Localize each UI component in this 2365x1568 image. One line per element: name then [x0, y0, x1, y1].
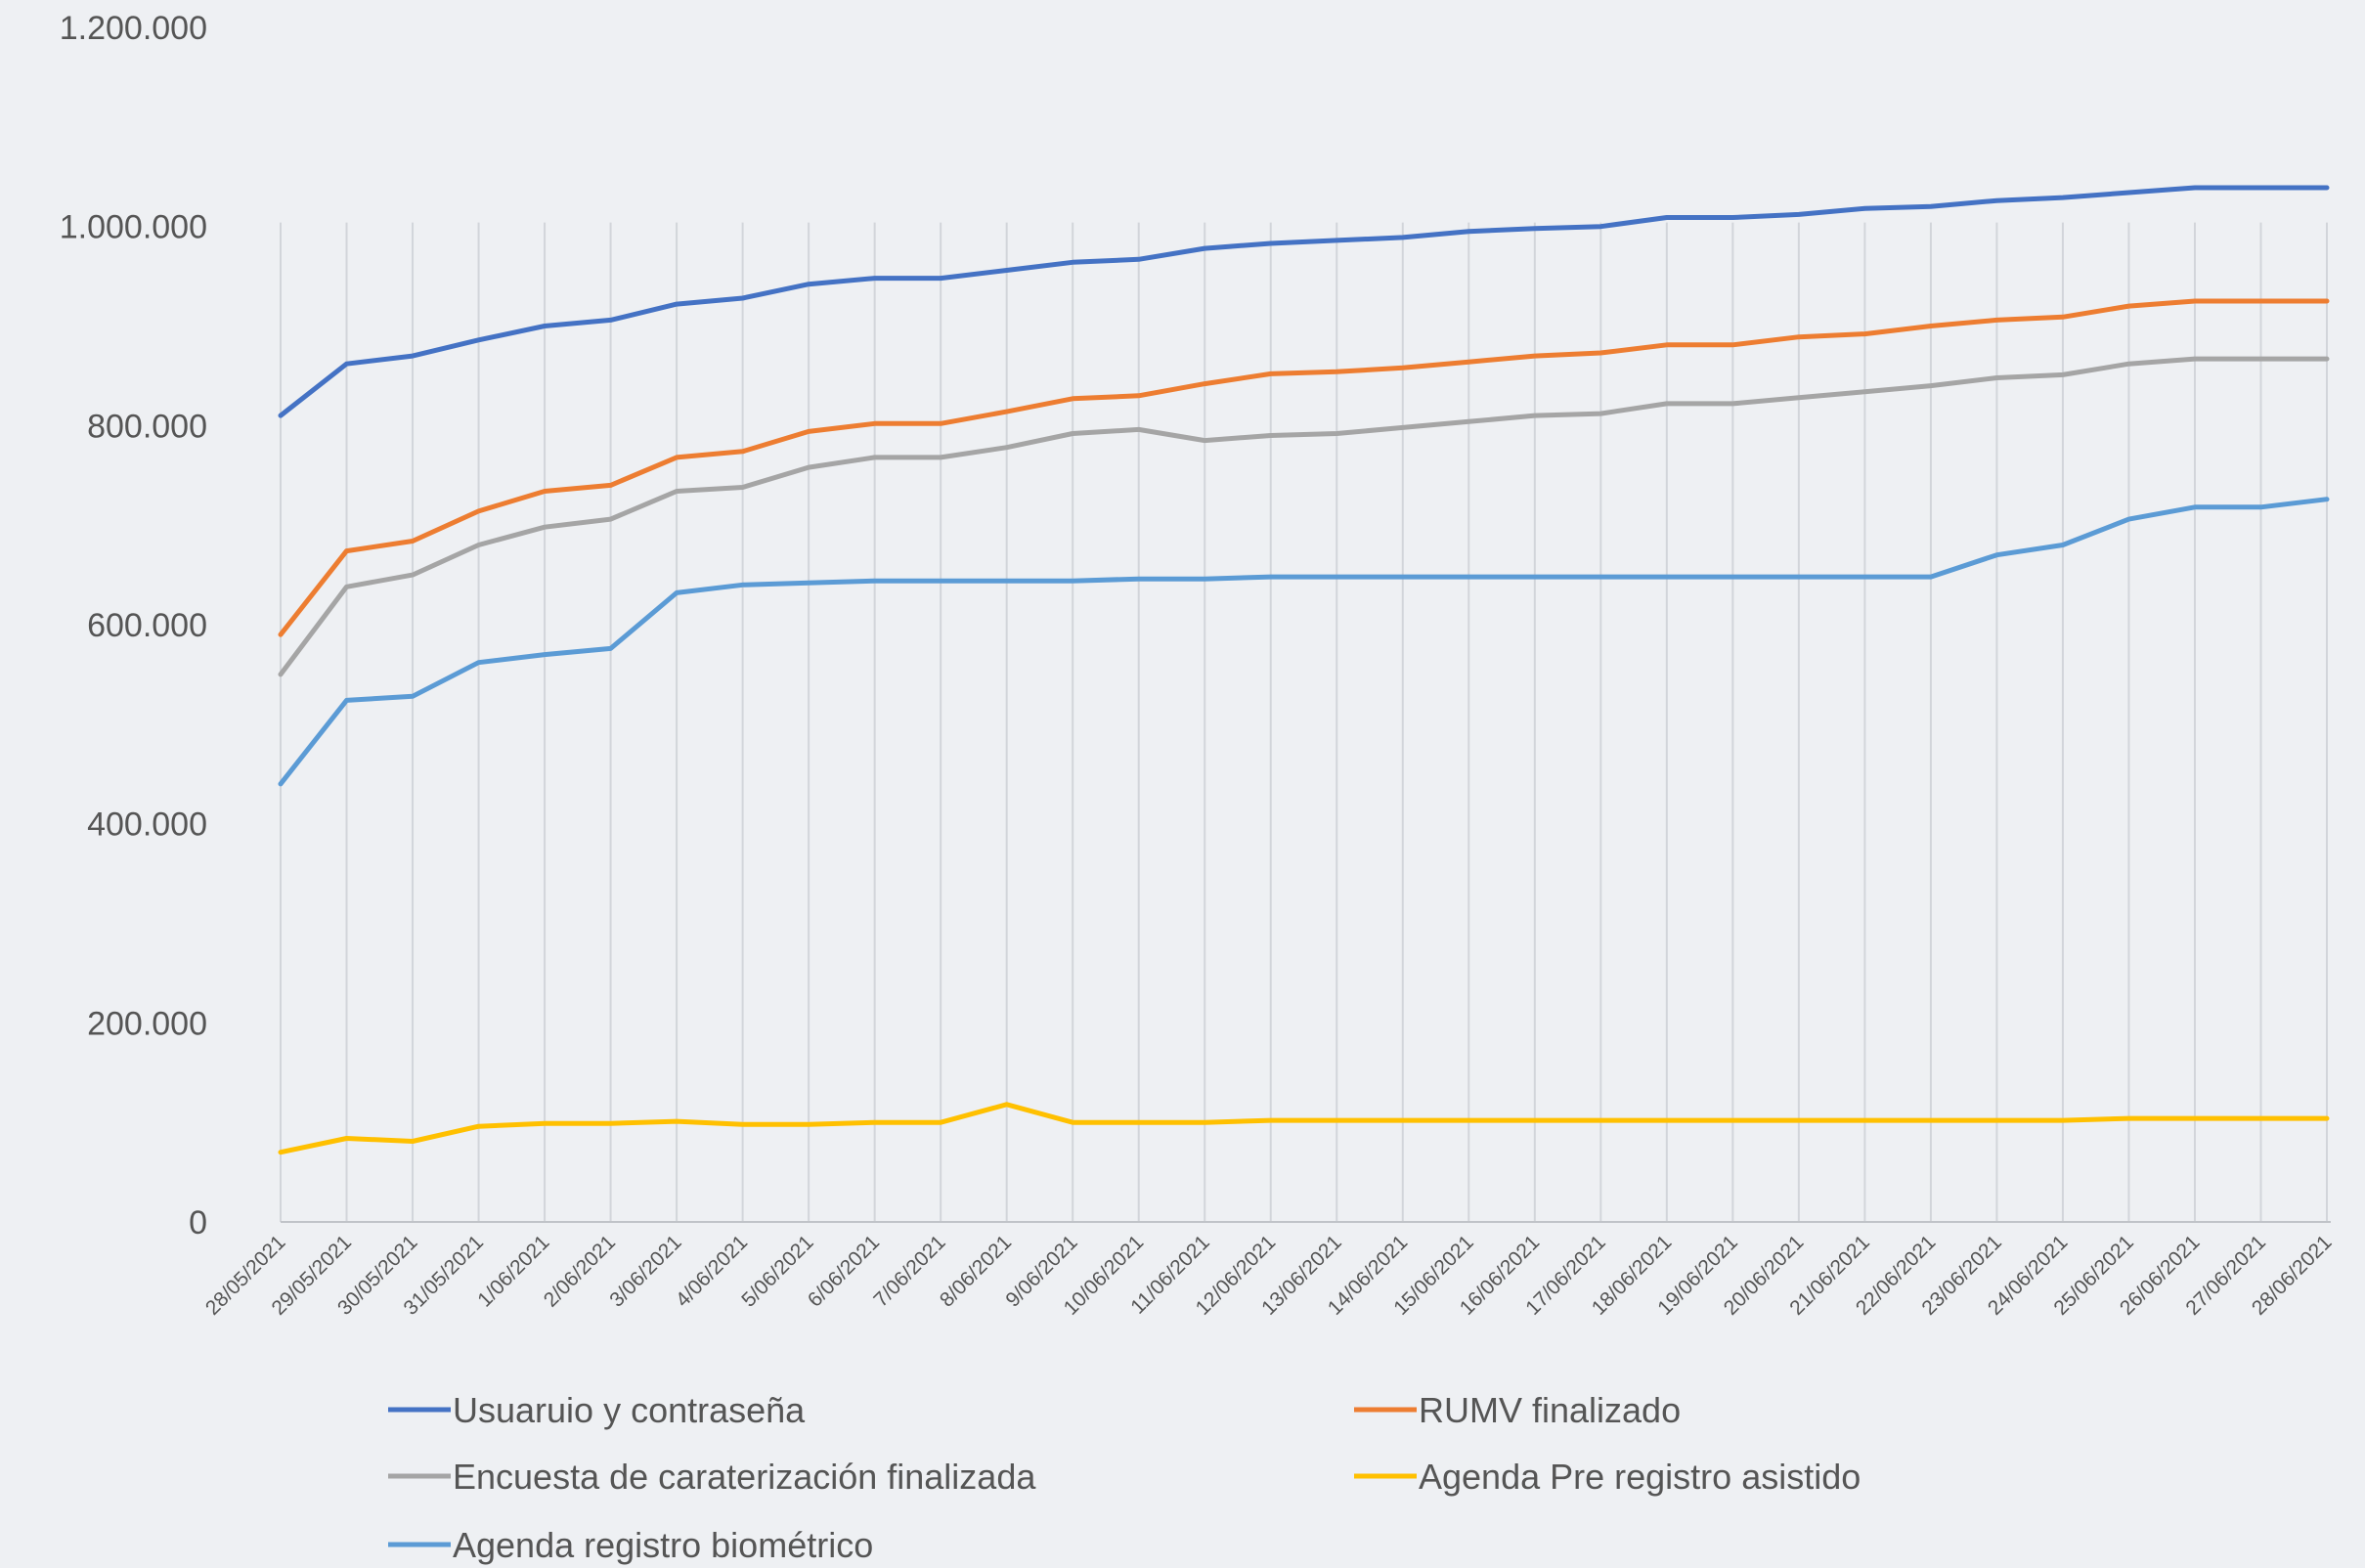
x-tick-label: 3/06/2021	[605, 1231, 685, 1311]
legend-label: Usuaruio y contraseña	[453, 1390, 806, 1430]
y-axis-tick-labels: 0 200.000 400.000 600.000 800.000 1.000.000 1.…	[60, 10, 207, 1241]
x-tick-label: 7/06/2021	[869, 1231, 949, 1311]
vertical-gridlines	[280, 222, 2328, 1222]
y-tick-label: 0	[189, 1204, 207, 1241]
series-line-2	[278, 356, 2330, 677]
series-line-3	[278, 1102, 2330, 1155]
x-tick-label: 8/06/2021	[936, 1231, 1016, 1311]
y-tick-label: 1.000.000	[60, 209, 207, 246]
x-tick-label: 2/06/2021	[540, 1231, 620, 1311]
x-tick-label: 5/06/2021	[737, 1231, 817, 1311]
legend-label: Agenda registro biométrico	[453, 1525, 873, 1565]
y-tick-label: 1.200.000	[60, 10, 207, 47]
series-line-1	[278, 298, 2330, 637]
y-tick-label: 400.000	[87, 806, 207, 844]
legend-label: Encuesta de caraterización finalizada	[453, 1457, 1036, 1497]
y-tick-label: 600.000	[87, 607, 207, 644]
x-axis-tick-labels: 28/05/202129/05/202130/05/202131/05/2021…	[201, 1231, 2337, 1320]
series-line-0	[278, 185, 2330, 418]
legend-label: Agenda Pre registro asistido	[1419, 1457, 1861, 1497]
x-tick-label: 4/06/2021	[672, 1231, 752, 1311]
x-tick-label: 6/06/2021	[804, 1231, 884, 1311]
x-tick-label: 1/06/2021	[473, 1231, 553, 1311]
series-line-4	[278, 497, 2330, 787]
legend: Usuaruio y contraseña RUMV finalizado Encu…	[388, 1390, 1861, 1565]
legend-label: RUMV finalizado	[1419, 1390, 1681, 1430]
y-tick-label: 200.000	[87, 1005, 207, 1042]
y-tick-label: 800.000	[87, 408, 207, 445]
data-series	[278, 185, 2330, 1155]
